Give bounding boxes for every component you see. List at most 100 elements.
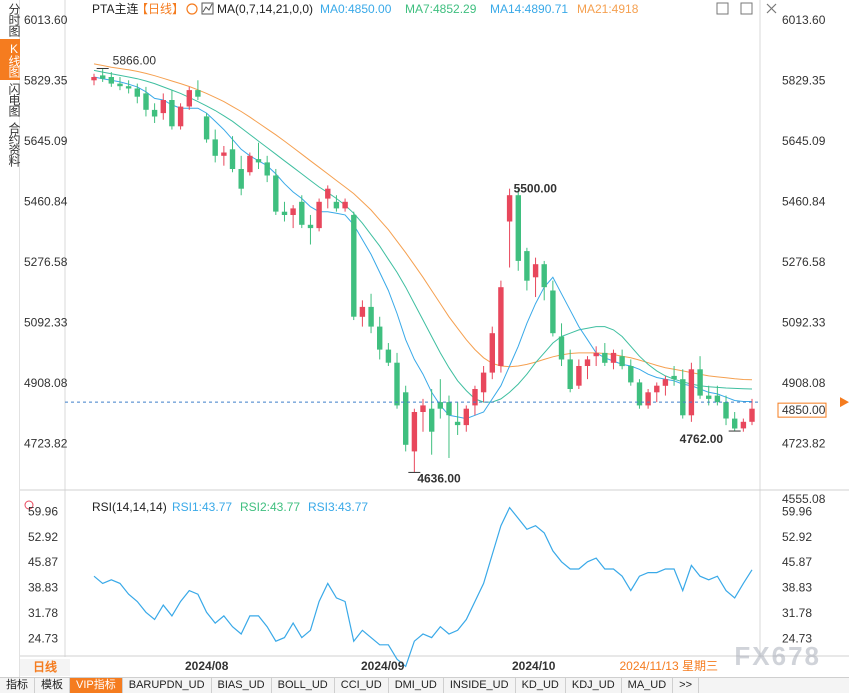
candle-body bbox=[610, 352, 617, 363]
candle-body bbox=[117, 83, 123, 87]
candle-body bbox=[221, 152, 227, 156]
rsi-settings-icon[interactable] bbox=[24, 500, 34, 510]
candle-body bbox=[645, 392, 651, 406]
symbol-name: PTA主连 bbox=[92, 1, 138, 16]
candle-body bbox=[333, 201, 340, 209]
candle-body bbox=[723, 402, 729, 419]
candle-body bbox=[143, 93, 149, 110]
tab-indicators[interactable]: 指标 bbox=[0, 678, 35, 693]
candle-body bbox=[732, 418, 738, 429]
candle-body bbox=[212, 139, 218, 156]
price-axis-bottom-label: 4555.08 bbox=[782, 492, 826, 506]
candle-body bbox=[125, 86, 132, 89]
price-axis-right-tick: 6013.60 bbox=[782, 13, 826, 27]
candle-body bbox=[134, 88, 140, 97]
candle-body bbox=[273, 175, 279, 212]
annotation-high-5500: 5500.00 bbox=[514, 182, 558, 196]
rsi3-value: RSI3:43.77 bbox=[308, 500, 368, 514]
tab-barupdn-ud[interactable]: BARUPDN_UD bbox=[123, 678, 212, 693]
chart-canvas[interactable]: PTA主连 【日线】 MA(0,7,14,21,0,0) MA0:4850.00… bbox=[20, 0, 849, 693]
tab-bias-ud[interactable]: BIAS_UD bbox=[212, 678, 272, 693]
date-label-2024-10: 2024/10 bbox=[512, 659, 556, 673]
candle-body bbox=[602, 352, 608, 363]
candlestick-series bbox=[91, 68, 755, 473]
tab-boll-ud[interactable]: BOLL_UD bbox=[272, 678, 335, 693]
settings-icon[interactable] bbox=[186, 3, 198, 15]
tab-contract-info[interactable]: 合约资料 bbox=[7, 122, 21, 166]
tab-flash[interactable]: 闪电图 bbox=[7, 83, 21, 116]
candle-body bbox=[247, 155, 253, 173]
candle-body bbox=[177, 106, 184, 127]
date-label-2024-09: 2024/09 bbox=[361, 659, 405, 673]
tab-cci-ud[interactable]: CCI_UD bbox=[335, 678, 389, 693]
candle-body bbox=[203, 116, 210, 140]
candle-body bbox=[576, 366, 582, 386]
tab-inside-ud[interactable]: INSIDE_UD bbox=[444, 678, 516, 693]
candle-body bbox=[636, 382, 643, 406]
ma-params: MA(0,7,14,21,0,0) bbox=[217, 2, 313, 16]
price-axis-right-tick: 5460.84 bbox=[782, 195, 826, 209]
candle-body bbox=[359, 306, 366, 317]
tab-kdj-ud[interactable]: KDJ_UD bbox=[566, 678, 622, 693]
tab-more-button[interactable]: >> bbox=[673, 678, 700, 693]
tab-dmi-ud[interactable]: DMI_UD bbox=[389, 678, 444, 693]
candle-body bbox=[420, 405, 426, 412]
tab-templates[interactable]: 模板 bbox=[35, 678, 70, 693]
price-axis-right-tick: 4908.08 bbox=[782, 376, 826, 390]
annotation-high-5866: 5866.00 bbox=[113, 53, 157, 67]
ma21-value: MA21:4918 bbox=[577, 2, 639, 16]
rsi-axis-left-tick: 52.92 bbox=[28, 530, 58, 544]
candle-body bbox=[480, 372, 487, 393]
price-axis-left-tick: 6013.60 bbox=[24, 13, 68, 27]
candle-body bbox=[351, 214, 357, 317]
tab-vip-indicators[interactable]: VIP指标 bbox=[70, 678, 123, 693]
candle-body bbox=[385, 349, 392, 363]
candle-body bbox=[91, 77, 97, 81]
candle-body bbox=[489, 333, 495, 373]
ma-chart-icon-line bbox=[202, 3, 213, 13]
candle-body bbox=[446, 402, 452, 416]
candle-body bbox=[472, 389, 478, 406]
tab-kline[interactable]: K线图 bbox=[0, 39, 21, 80]
annotation-low-4636: 4636.00 bbox=[417, 471, 461, 485]
tab-kd-ud[interactable]: KD_UD bbox=[516, 678, 566, 693]
close-icon[interactable] bbox=[766, 3, 777, 14]
candle-body bbox=[100, 75, 106, 79]
period-label[interactable]: 日线 bbox=[20, 659, 70, 676]
candle-body bbox=[619, 356, 625, 367]
rsi2-value: RSI2:43.77 bbox=[240, 500, 300, 514]
rsi-axis-left-tick: 24.73 bbox=[28, 632, 58, 646]
tab-timeshare[interactable]: 分时图 bbox=[7, 3, 21, 36]
ma0-value: MA0:4850.00 bbox=[320, 2, 392, 16]
candle-body bbox=[628, 366, 634, 383]
ma7-value: MA7:4852.29 bbox=[405, 2, 477, 16]
candle-body bbox=[108, 77, 114, 84]
candle-body bbox=[515, 195, 521, 261]
price-axis-left-tick: 5092.33 bbox=[24, 316, 68, 330]
price-axis-left-tick: 5645.09 bbox=[24, 134, 68, 148]
fullscreen-icon[interactable] bbox=[716, 2, 729, 15]
candle-body bbox=[255, 159, 262, 163]
candle-body bbox=[550, 290, 556, 334]
candle-body bbox=[463, 408, 469, 426]
current-price-arrow-icon bbox=[840, 397, 849, 408]
price-axis-right-tick: 5276.58 bbox=[782, 255, 826, 269]
candle-body bbox=[229, 149, 236, 169]
ma-chart-icon[interactable] bbox=[201, 2, 214, 15]
rsi-axis-left-tick: 59.96 bbox=[28, 504, 58, 518]
candle-body bbox=[541, 264, 547, 288]
candle-body bbox=[281, 211, 288, 215]
rsi-title: RSI(14,14,14) bbox=[92, 500, 167, 514]
candle-body bbox=[169, 100, 175, 127]
candle-body bbox=[299, 201, 305, 225]
price-axis-right-tick: 5645.09 bbox=[782, 134, 826, 148]
candle-body bbox=[429, 408, 435, 432]
restore-icon[interactable] bbox=[740, 2, 753, 15]
candle-body bbox=[316, 201, 322, 229]
tab-ma-ud[interactable]: MA_UD bbox=[622, 678, 674, 693]
candle-body bbox=[593, 352, 599, 357]
price-axis-right-tick: 4723.82 bbox=[782, 437, 826, 451]
date-label-2024-08: 2024/08 bbox=[185, 659, 229, 673]
rsi-axis-left-tick: 45.87 bbox=[28, 555, 58, 569]
